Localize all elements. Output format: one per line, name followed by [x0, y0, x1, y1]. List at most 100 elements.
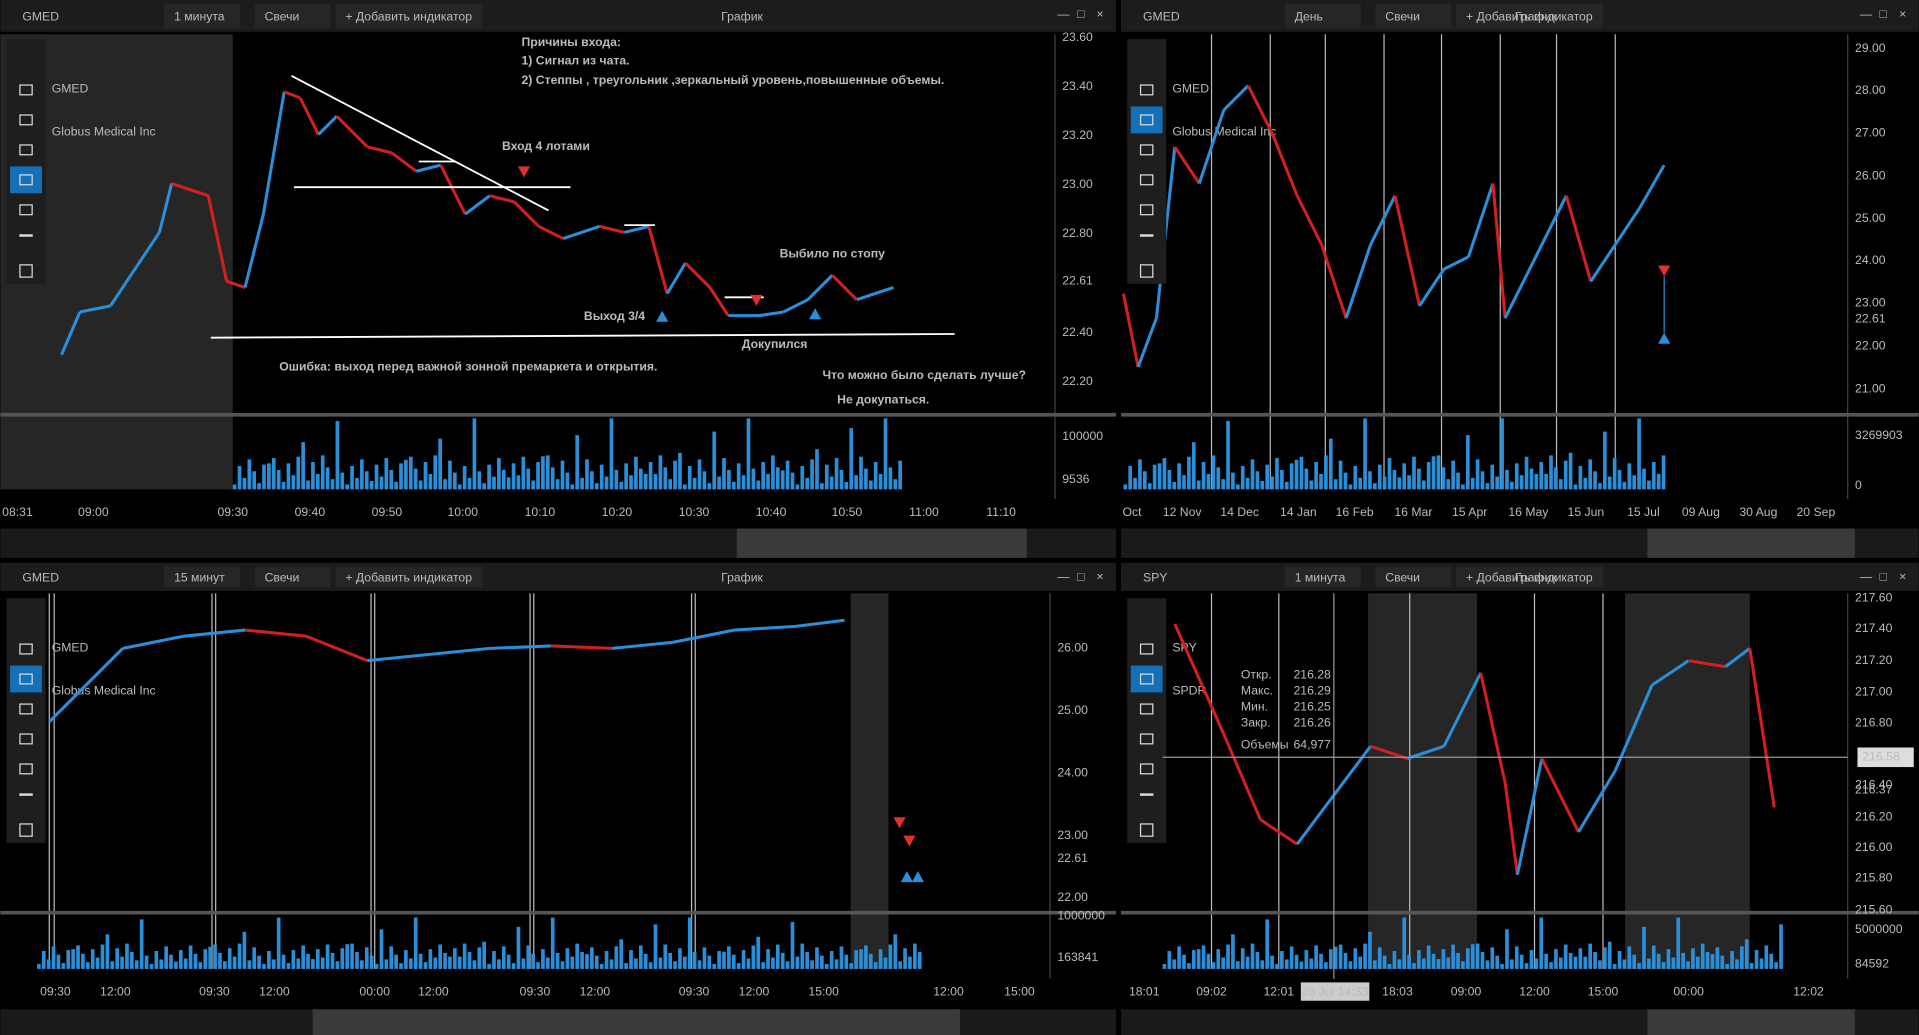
tool-icon[interactable]	[19, 204, 33, 216]
tool-icon[interactable]	[1139, 703, 1154, 715]
window-control[interactable]: □	[1879, 7, 1887, 21]
tool-icon[interactable]	[19, 144, 33, 156]
time-tick: 11:00	[909, 505, 939, 519]
volume-bar	[1275, 964, 1279, 969]
tool-icon[interactable]	[1139, 673, 1154, 685]
window-control[interactable]: ×	[1899, 570, 1906, 584]
volume-bar	[697, 459, 702, 490]
buy-marker	[900, 871, 914, 883]
toolbar-button[interactable]	[164, 3, 241, 29]
panel-title: График	[1515, 9, 1557, 23]
tool-icon[interactable]	[1139, 144, 1154, 156]
toolbar-button[interactable]	[254, 3, 331, 29]
tool-icon[interactable]	[19, 733, 33, 745]
window-control[interactable]: —	[1860, 7, 1873, 21]
tool-icon[interactable]	[19, 234, 33, 237]
tool-icon[interactable]	[1139, 174, 1154, 186]
volume-bar	[399, 963, 403, 969]
volume-bar	[1715, 947, 1720, 969]
time-tick: 12:01	[1264, 984, 1295, 998]
toolbar-item[interactable]: + Добавить индикатор	[1466, 570, 1593, 584]
tool-icon[interactable]	[1139, 84, 1154, 96]
toolbar-item[interactable]: 1 минута	[174, 9, 225, 23]
toolbar-item[interactable]: День	[1295, 9, 1323, 23]
price-stroke	[550, 644, 613, 650]
tool-icon[interactable]	[1139, 264, 1154, 278]
tool-icon[interactable]	[19, 703, 33, 715]
volume-bar	[267, 463, 271, 490]
toolbar-item[interactable]: 1 минута	[1295, 570, 1346, 584]
toolbar-item[interactable]: GMED	[1143, 9, 1180, 23]
toolbar-item[interactable]: Свечи	[265, 570, 300, 584]
volume-bar	[766, 949, 770, 969]
toolbar-button[interactable]	[1456, 566, 1604, 588]
toolbar-item[interactable]: GMED	[22, 9, 59, 23]
toolbar-item[interactable]: 15 минут	[174, 570, 225, 584]
volume-bar	[775, 944, 780, 969]
tool-icon[interactable]	[19, 114, 33, 126]
tool-active[interactable]	[10, 665, 42, 693]
tool-icon[interactable]	[1139, 823, 1154, 837]
tool-icon[interactable]	[19, 763, 33, 775]
volume-bar	[325, 944, 330, 969]
window-control[interactable]: □	[1879, 570, 1887, 584]
navigator-window[interactable]	[736, 528, 1027, 558]
volume-bar	[1177, 463, 1181, 490]
tool-active[interactable]	[10, 166, 42, 194]
window-control[interactable]: —	[1860, 570, 1873, 584]
toolbar-button[interactable]	[254, 566, 331, 588]
tool-icon[interactable]	[1139, 204, 1154, 216]
volume-bar	[1319, 953, 1323, 969]
volume-bar	[648, 962, 653, 969]
window-control[interactable]: —	[1057, 570, 1070, 584]
tool-icon[interactable]	[19, 823, 33, 837]
toolbar-item[interactable]: + Добавить индикатор	[345, 570, 472, 584]
tool-icon[interactable]	[1139, 234, 1154, 237]
toolbar-item[interactable]: SPY	[1143, 570, 1167, 584]
toolbar-button[interactable]	[1375, 3, 1452, 29]
volume-bar	[746, 958, 751, 969]
toolbar-button[interactable]	[1284, 566, 1361, 588]
window-control[interactable]: ×	[1899, 7, 1906, 21]
volume-bar	[257, 955, 261, 969]
toolbar-button[interactable]	[164, 566, 241, 588]
tool-icon[interactable]	[19, 673, 33, 685]
tool-icon[interactable]	[19, 84, 33, 96]
toolbar-item[interactable]: Свечи	[1385, 570, 1420, 584]
toolbar-button[interactable]	[1456, 3, 1604, 29]
price-stroke	[1724, 647, 1751, 668]
volume-bar	[183, 958, 188, 969]
tool-icon[interactable]	[1139, 114, 1154, 126]
tool-icon[interactable]	[19, 643, 33, 655]
navigator-window[interactable]	[1647, 528, 1855, 558]
volume-bar	[423, 962, 428, 969]
tool-icon[interactable]	[19, 264, 33, 278]
navigator-window[interactable]	[1647, 1009, 1855, 1035]
toolbar-button[interactable]	[1375, 566, 1452, 588]
volume-bar	[232, 956, 237, 969]
tool-icon[interactable]	[19, 793, 33, 796]
window-control[interactable]: —	[1057, 7, 1070, 21]
toolbar-item[interactable]: GMED	[22, 570, 59, 584]
toolbar-button[interactable]	[335, 566, 483, 588]
window-control[interactable]: ×	[1097, 570, 1104, 584]
window-control[interactable]: □	[1077, 7, 1085, 21]
toolbar-button[interactable]	[335, 3, 483, 29]
tool-icon[interactable]	[1139, 733, 1154, 745]
toolbar-item[interactable]: + Добавить индикатор	[345, 9, 472, 23]
toolbar-button[interactable]	[1284, 3, 1361, 29]
toolbar-item[interactable]: Свечи	[1385, 9, 1420, 23]
window-control[interactable]: □	[1077, 570, 1085, 584]
navigator-window[interactable]	[312, 1009, 960, 1035]
toolbar-item[interactable]: + Добавить индикатор	[1466, 9, 1593, 23]
tool-active[interactable]	[1130, 665, 1163, 693]
tool-icon[interactable]	[1139, 643, 1154, 655]
price-tick: 217.60	[1855, 590, 1893, 604]
tool-icon[interactable]	[1139, 793, 1154, 796]
toolbar-item[interactable]: Свечи	[265, 9, 300, 23]
tool-active[interactable]	[1130, 106, 1163, 134]
tool-icon[interactable]	[1139, 763, 1154, 775]
volume-bar	[193, 953, 198, 969]
window-control[interactable]: ×	[1097, 7, 1104, 21]
tool-icon[interactable]	[19, 174, 33, 186]
